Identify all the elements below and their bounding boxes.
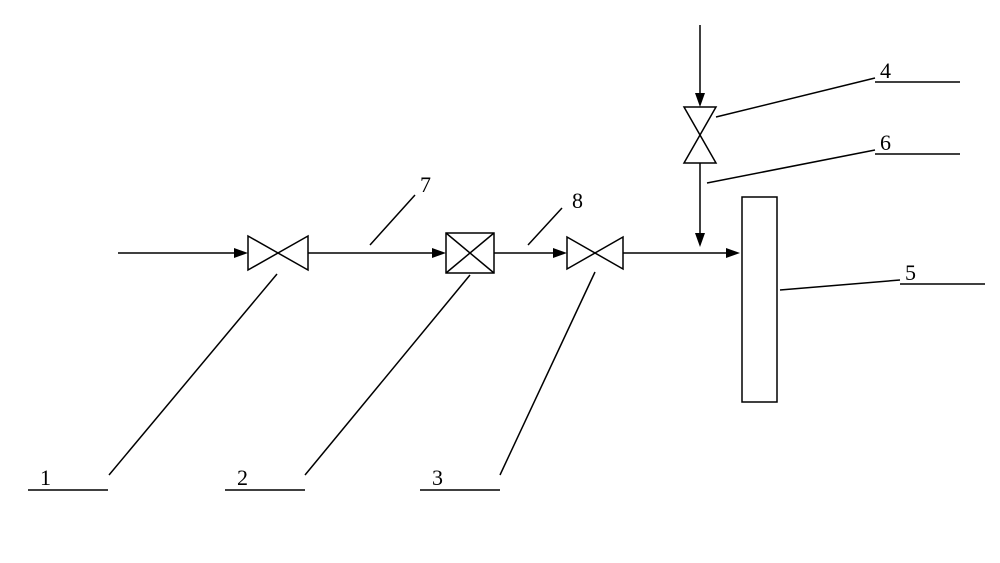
process-flow-diagram: 4 6 5 7 8 1 2 3 [0, 0, 1000, 563]
arrow-head-icon [553, 248, 567, 258]
leader-l1 [28, 274, 277, 490]
callout-label-l2: 2 [237, 465, 248, 490]
flowmeter-flowmeter [446, 233, 494, 273]
leader-l7 [370, 195, 415, 245]
pipe-in-main [118, 248, 248, 258]
arrow-head-icon [234, 248, 248, 258]
pipe-e8 [494, 248, 567, 258]
pipe-e6 [695, 163, 705, 247]
leader-l4 [716, 78, 960, 117]
valve-valve3 [567, 237, 623, 269]
callout-label-l5: 5 [905, 260, 916, 285]
pipe-e-to-tank [623, 248, 740, 258]
callout-label-l7: 7 [420, 172, 431, 197]
vessel-tank5 [742, 197, 777, 402]
valve-valve1 [248, 236, 308, 270]
arrow-head-icon [432, 248, 446, 258]
callout-label-l8: 8 [572, 188, 583, 213]
arrow-head-icon [695, 93, 705, 107]
callout-label-l1: 1 [40, 465, 51, 490]
pipe-e7 [308, 248, 446, 258]
arrow-head-icon [726, 248, 740, 258]
leader-l5 [780, 280, 985, 290]
leader-l2 [225, 275, 470, 490]
valve-valve4 [684, 107, 716, 163]
leader-l8 [528, 208, 562, 245]
callout-label-l3: 3 [432, 465, 443, 490]
leader-l6 [707, 150, 960, 183]
callout-label-l4: 4 [880, 58, 891, 83]
arrow-head-icon [695, 233, 705, 247]
pipe-in-top [695, 25, 705, 107]
callout-label-l6: 6 [880, 130, 891, 155]
